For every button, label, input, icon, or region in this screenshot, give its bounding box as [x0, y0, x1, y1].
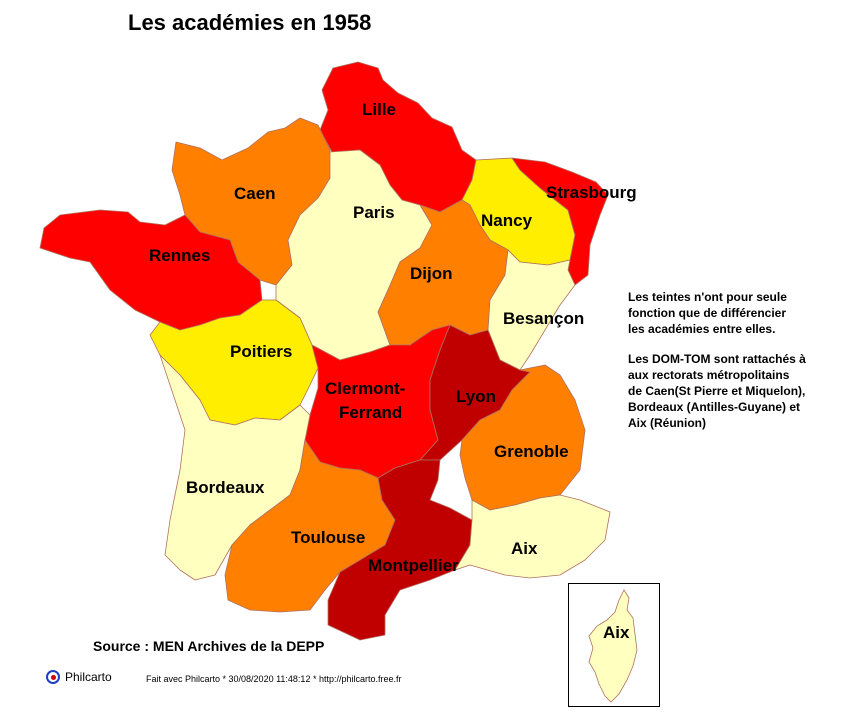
- region-strasbourg: [511, 157, 609, 286]
- region-besancon: [487, 249, 576, 371]
- note-line: Aix (Réunion): [628, 416, 706, 430]
- label-toulouse: Toulouse: [291, 528, 365, 547]
- label-aix: Aix: [511, 539, 538, 558]
- label-strasbourg: Strasbourg: [546, 183, 637, 202]
- label-poitiers: Poitiers: [230, 342, 292, 361]
- note-line: de Caen(St Pierre et Miquelon),: [628, 384, 806, 398]
- region-montpellier: [327, 459, 473, 641]
- region-toulouse: [224, 439, 396, 613]
- region-labels: Lille Caen Paris Nancy Strasbourg Rennes…: [149, 100, 637, 575]
- corsica-map: Aix: [588, 589, 638, 703]
- label-nancy: Nancy: [481, 211, 533, 230]
- label-ferrand: Ferrand: [339, 403, 402, 422]
- colour-note: Les teintes n'ont pour seule fonction qu…: [628, 289, 848, 337]
- label-lille: Lille: [362, 100, 396, 119]
- note-line: Bordeaux (Antilles-Guyane) et: [628, 400, 801, 414]
- corsica-inset: Aix: [568, 583, 660, 707]
- label-dijon: Dijon: [410, 264, 453, 283]
- label-lyon: Lyon: [456, 387, 496, 406]
- map-title: Les académies en 1958: [128, 10, 372, 35]
- dom-tom-note: Les DOM-TOM sont rattachés à aux rectora…: [628, 351, 848, 431]
- philcarto-name: Philcarto: [65, 670, 112, 684]
- philcarto-logo-icon: [46, 670, 60, 684]
- label-besancon: Besançon: [503, 309, 584, 328]
- source-caption: Source : MEN Archives de la DEPP: [93, 638, 325, 654]
- region-corsica: [588, 589, 638, 703]
- label-montpellier: Montpellier: [368, 556, 459, 575]
- label-aix-corsica: Aix: [603, 623, 630, 642]
- label-rennes: Rennes: [149, 246, 210, 265]
- note-line: les académies entre elles.: [628, 322, 776, 336]
- label-clermont: Clermont-: [325, 379, 405, 398]
- note-line: Les teintes n'ont pour seule: [628, 290, 787, 304]
- region-aix: [454, 494, 611, 579]
- made-with-credit: Fait avec Philcarto * 30/08/2020 11:48:1…: [146, 674, 402, 684]
- label-paris: Paris: [353, 203, 395, 222]
- note-line: fonction que de différencier: [628, 306, 787, 320]
- note-line: Les DOM-TOM sont rattachés à: [628, 352, 806, 366]
- philcarto-brand[interactable]: Philcarto: [46, 670, 112, 684]
- label-caen: Caen: [234, 184, 276, 203]
- label-grenoble: Grenoble: [494, 442, 569, 461]
- note-line: aux rectorats métropolitains: [628, 368, 790, 382]
- label-bordeaux: Bordeaux: [186, 478, 265, 497]
